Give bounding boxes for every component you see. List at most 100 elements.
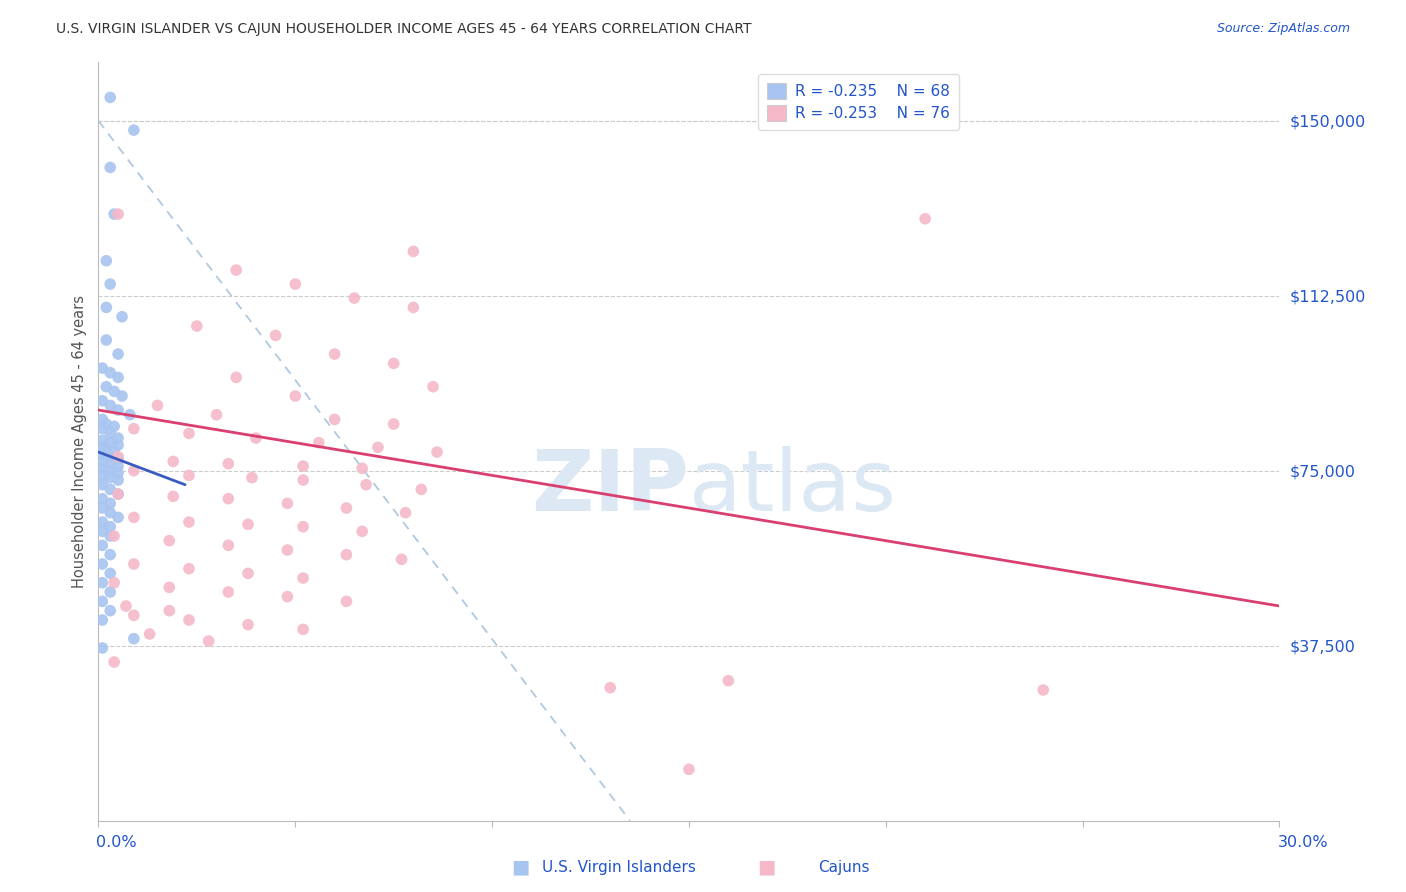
Point bbox=[91, 422, 114, 436]
Point bbox=[91, 501, 114, 516]
Point bbox=[382, 417, 405, 431]
Text: ■: ■ bbox=[756, 857, 776, 877]
Point bbox=[236, 517, 259, 532]
Point bbox=[177, 515, 200, 529]
Point bbox=[107, 510, 129, 524]
Point bbox=[217, 585, 239, 599]
Point bbox=[308, 435, 330, 450]
Point bbox=[599, 681, 621, 695]
Point bbox=[323, 412, 346, 426]
Text: 30.0%: 30.0% bbox=[1278, 836, 1329, 850]
Point bbox=[382, 356, 405, 370]
Point bbox=[107, 431, 129, 445]
Point bbox=[217, 457, 239, 471]
Point bbox=[91, 524, 114, 539]
Point bbox=[98, 450, 121, 464]
Point bbox=[335, 594, 357, 608]
Point bbox=[138, 627, 160, 641]
Point bbox=[107, 473, 129, 487]
Point bbox=[98, 161, 121, 175]
Point bbox=[323, 347, 346, 361]
Point bbox=[107, 487, 129, 501]
Text: U.S. Virgin Islanders: U.S. Virgin Islanders bbox=[541, 860, 696, 874]
Point bbox=[284, 277, 307, 291]
Point bbox=[354, 477, 377, 491]
Point bbox=[107, 466, 129, 480]
Point bbox=[107, 458, 129, 473]
Point bbox=[98, 90, 121, 104]
Point bbox=[292, 458, 315, 473]
Point bbox=[98, 398, 121, 412]
Point bbox=[343, 291, 366, 305]
Point bbox=[98, 506, 121, 520]
Point bbox=[335, 501, 357, 516]
Point bbox=[103, 655, 125, 669]
Point bbox=[402, 244, 425, 259]
Point bbox=[177, 562, 200, 576]
Point bbox=[96, 417, 118, 431]
Text: atlas: atlas bbox=[689, 445, 897, 529]
Point bbox=[115, 599, 138, 613]
Point bbox=[91, 515, 114, 529]
Point bbox=[91, 640, 114, 655]
Point bbox=[98, 585, 121, 599]
Point bbox=[122, 632, 145, 646]
Point bbox=[103, 384, 125, 399]
Point bbox=[411, 483, 433, 497]
Point bbox=[98, 426, 121, 441]
Point bbox=[240, 471, 263, 485]
Point bbox=[98, 529, 121, 543]
Point bbox=[91, 557, 114, 571]
Point bbox=[122, 608, 145, 623]
Point bbox=[98, 496, 121, 510]
Point bbox=[107, 450, 129, 464]
Point bbox=[91, 441, 114, 455]
Point bbox=[91, 575, 114, 590]
Point bbox=[96, 380, 118, 394]
Point bbox=[107, 487, 129, 501]
Point bbox=[276, 590, 298, 604]
Point bbox=[91, 613, 114, 627]
Point bbox=[122, 510, 145, 524]
Point bbox=[292, 571, 315, 585]
Point bbox=[177, 426, 200, 441]
Point bbox=[236, 566, 259, 581]
Legend: R = -0.235    N = 68, R = -0.253    N = 76: R = -0.235 N = 68, R = -0.253 N = 76 bbox=[758, 74, 959, 130]
Point bbox=[96, 301, 118, 315]
Point bbox=[98, 566, 121, 581]
Point bbox=[402, 301, 425, 315]
Point bbox=[177, 468, 200, 483]
Point bbox=[122, 557, 145, 571]
Point bbox=[914, 211, 936, 226]
Text: U.S. VIRGIN ISLANDER VS CAJUN HOUSEHOLDER INCOME AGES 45 - 64 YEARS CORRELATION : U.S. VIRGIN ISLANDER VS CAJUN HOUSEHOLDE… bbox=[56, 22, 752, 37]
Point bbox=[103, 419, 125, 434]
Point bbox=[335, 548, 357, 562]
Point bbox=[91, 538, 114, 552]
Point bbox=[162, 489, 184, 503]
Point bbox=[217, 538, 239, 552]
Point bbox=[98, 548, 121, 562]
Point bbox=[118, 408, 141, 422]
Point bbox=[98, 483, 121, 497]
Point bbox=[111, 310, 134, 324]
Point bbox=[96, 253, 118, 268]
Text: ZIP: ZIP bbox=[531, 445, 689, 529]
Point bbox=[122, 422, 145, 436]
Point bbox=[186, 319, 208, 334]
Point bbox=[91, 594, 114, 608]
Text: 0.0%: 0.0% bbox=[96, 836, 136, 850]
Point bbox=[122, 464, 145, 478]
Point bbox=[98, 604, 121, 618]
Point bbox=[352, 461, 374, 475]
Text: Source: ZipAtlas.com: Source: ZipAtlas.com bbox=[1216, 22, 1350, 36]
Point bbox=[292, 519, 315, 533]
Point bbox=[91, 461, 114, 475]
Point bbox=[391, 552, 413, 566]
Point bbox=[367, 441, 389, 455]
Point bbox=[91, 454, 114, 468]
Point bbox=[91, 447, 114, 461]
Text: ■: ■ bbox=[510, 857, 530, 877]
Point bbox=[91, 393, 114, 408]
Point bbox=[107, 452, 129, 467]
Point bbox=[96, 442, 118, 457]
